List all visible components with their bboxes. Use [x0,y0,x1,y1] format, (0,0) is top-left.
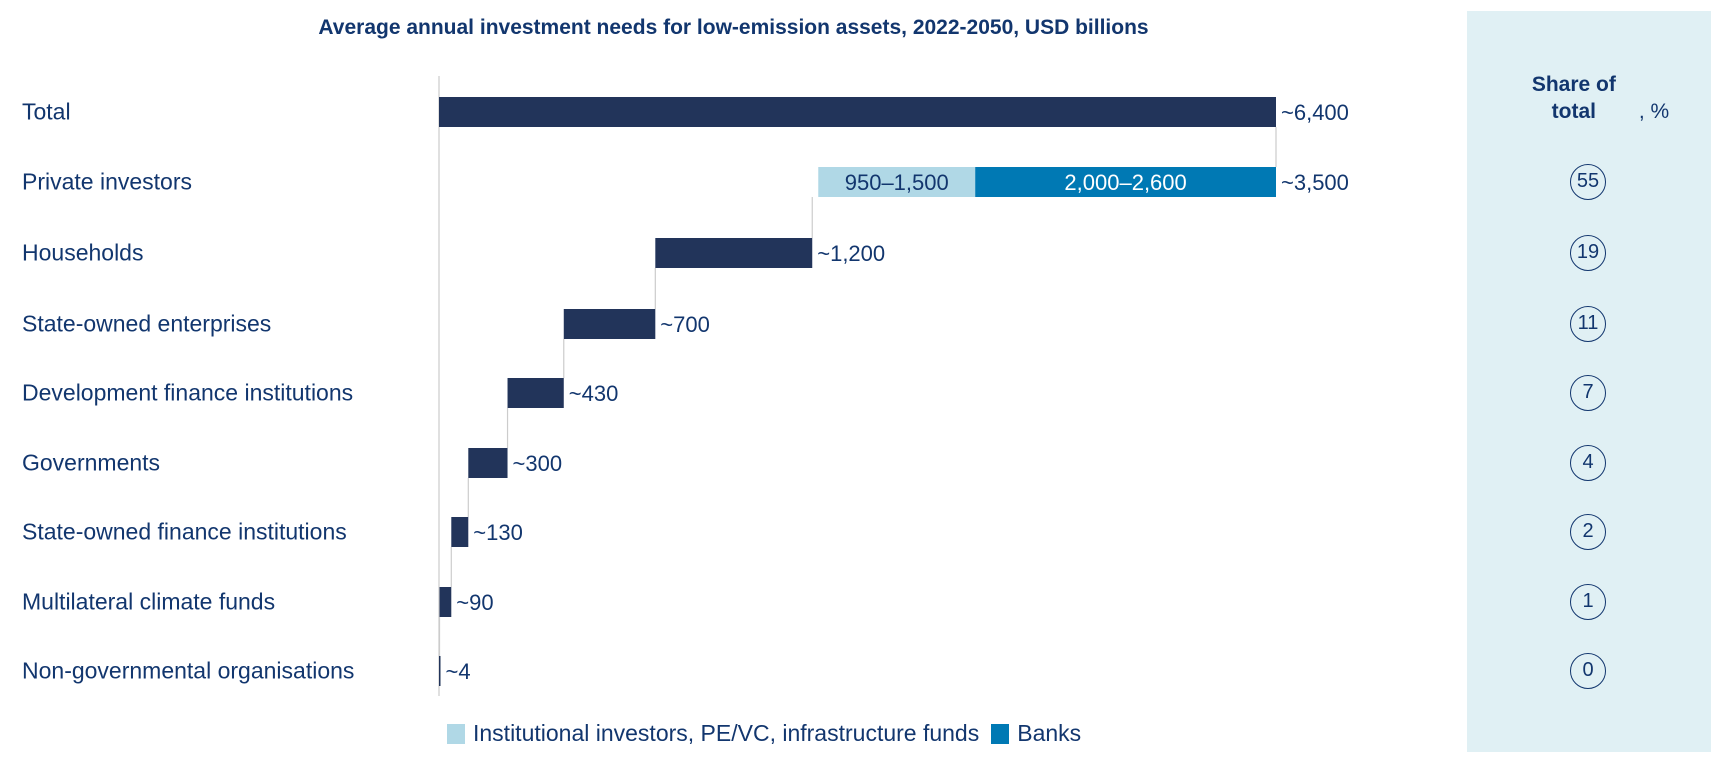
share-panel: Share of total , % 55 19 11 7 4 2 1 0 [1467,11,1711,752]
value-label: ~6,400 [1281,100,1349,125]
share-badge: 4 [1570,445,1606,481]
bar [563,309,656,339]
category-label: Non-governmental organisations [22,657,355,684]
value-label: ~4 [446,659,471,684]
segment-label: 950–1,500 [845,170,949,195]
share-header-bold: Share of total [1531,73,1616,123]
bar [439,587,452,617]
share-badge: 11 [1570,306,1606,342]
bar [655,238,813,268]
value-label: ~300 [513,451,563,476]
legend: Institutional investors, PE/VC, infrastr… [447,720,1081,747]
legend-label-banks: Banks [1017,720,1082,746]
segment-label: 2,000–2,600 [1064,170,1186,195]
value-label: ~130 [473,520,523,545]
share-badge: 19 [1570,235,1606,271]
value-label: ~700 [660,312,710,337]
category-label: Total [22,98,71,125]
value-label: ~1,200 [817,241,885,266]
share-header-unit: , % [1638,100,1670,123]
category-label: Private investors [22,168,193,195]
share-badge: 0 [1570,653,1606,689]
value-label: ~430 [569,381,619,406]
category-label: Development finance institutions [22,379,354,406]
category-label: Multilateral climate funds [22,588,276,615]
bar [468,448,508,478]
share-badge: 7 [1570,375,1606,411]
category-label: Governments [22,449,161,476]
share-badge: 1 [1570,584,1606,620]
share-badge: 2 [1570,514,1606,550]
legend-swatch-institutional [447,723,465,744]
bar [451,517,469,547]
chart-title: Average annual investment needs for low-… [318,16,1149,39]
category-label: State-owned enterprises [22,310,272,337]
value-label: ~3,500 [1281,170,1349,195]
bar [439,97,1276,127]
value-label: ~90 [456,590,493,615]
share-badge: 55 [1570,164,1606,200]
category-label: State-owned finance institutions [22,518,347,545]
bar-segment-banks [975,167,1276,197]
share-header: Share of total , % [1467,71,1711,125]
bar [439,656,441,686]
bar [507,378,564,408]
legend-label-institutional: Institutional investors, PE/VC, infrastr… [473,720,980,746]
bar-segment-institutional [818,167,976,197]
legend-swatch-banks [991,723,1010,744]
category-label: Households [22,239,144,266]
